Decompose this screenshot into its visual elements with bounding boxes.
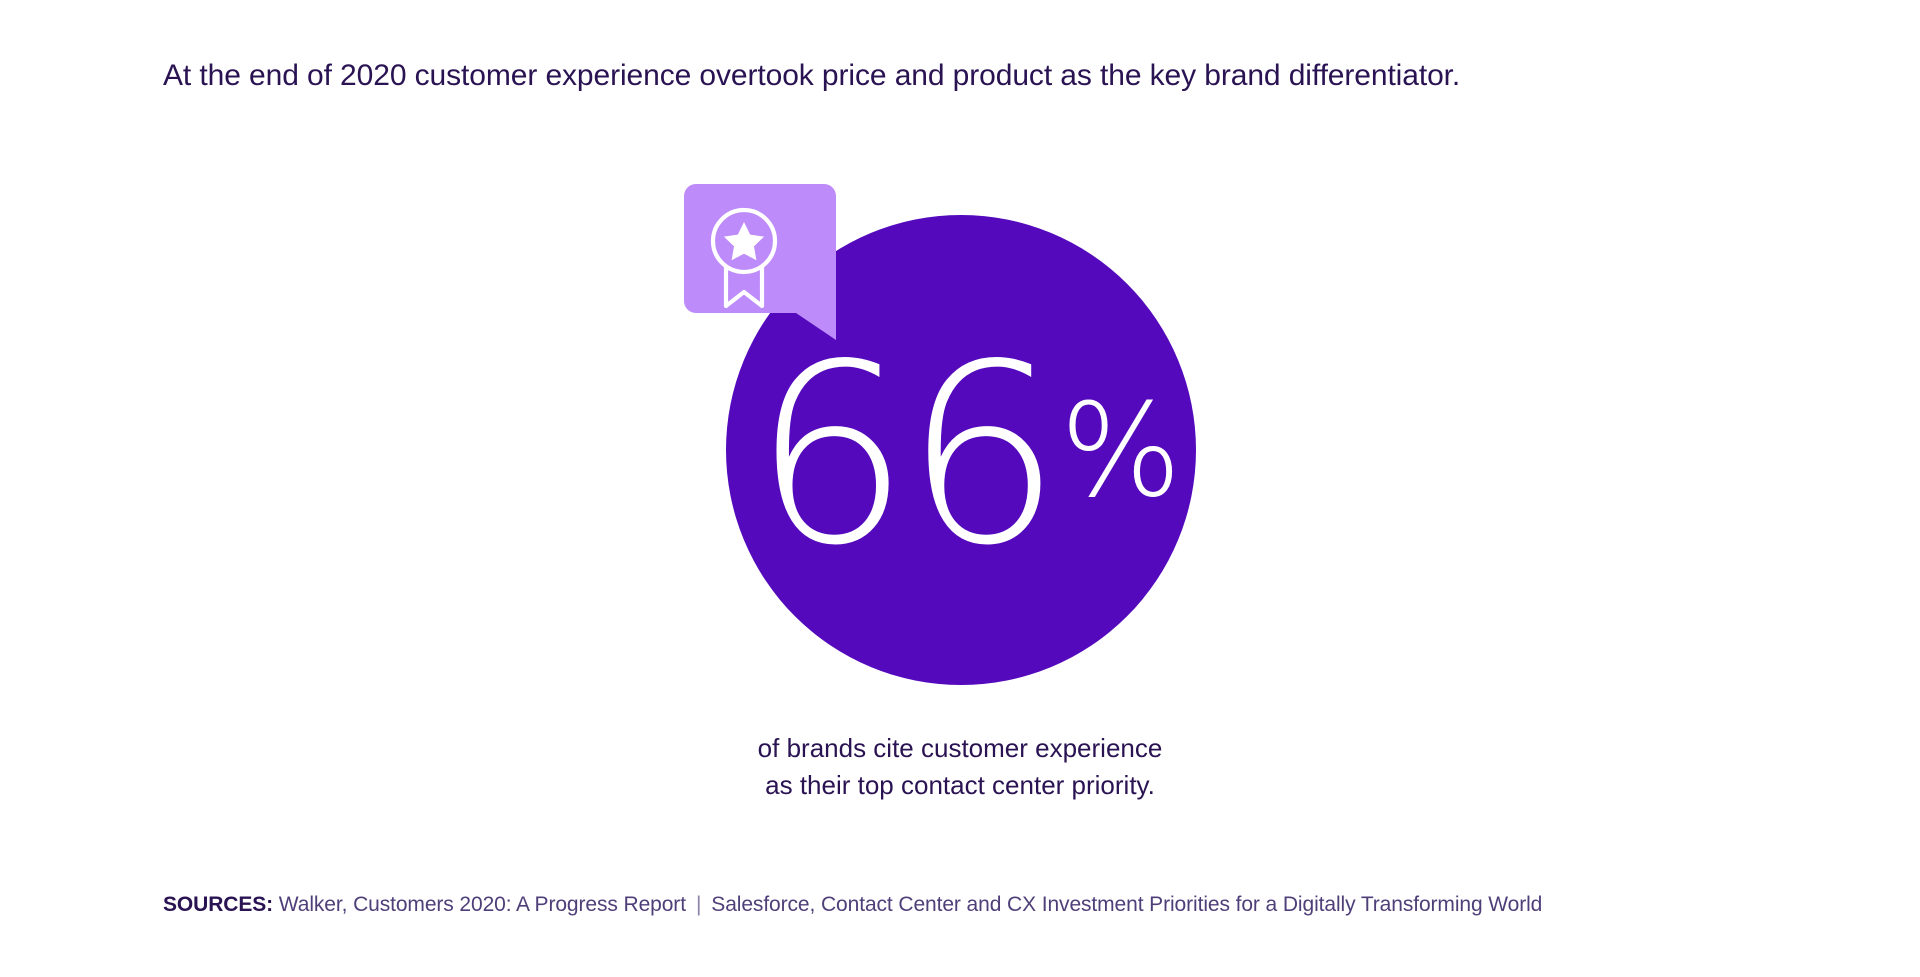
stat-graphic: 66 % bbox=[684, 184, 1196, 685]
stat-caption: of brands cite customer experience as th… bbox=[0, 730, 1920, 804]
stat-value-container: 66 % bbox=[726, 215, 1196, 685]
stat-value-digits: 66 bbox=[752, 312, 1062, 600]
sources-line: SOURCES: Walker, Customers 2020: A Progr… bbox=[163, 893, 1542, 917]
stat-value: 66 % bbox=[752, 332, 1181, 580]
stat-value-percent-sign: % bbox=[1059, 377, 1182, 526]
source-item-2: Salesforce, Contact Center and CX Invest… bbox=[711, 893, 1543, 916]
page-title: At the end of 2020 customer experience o… bbox=[163, 59, 1461, 92]
sources-label: SOURCES: bbox=[163, 893, 274, 916]
award-badge bbox=[684, 184, 836, 342]
stat-caption-line-1: of brands cite customer experience bbox=[757, 733, 1163, 763]
sources-divider: | bbox=[695, 893, 702, 916]
star-icon bbox=[723, 222, 765, 261]
stat-caption-line-2: as their top contact center priority. bbox=[765, 769, 1155, 800]
source-item-1: Walker, Customers 2020: A Progress Repor… bbox=[278, 893, 686, 916]
